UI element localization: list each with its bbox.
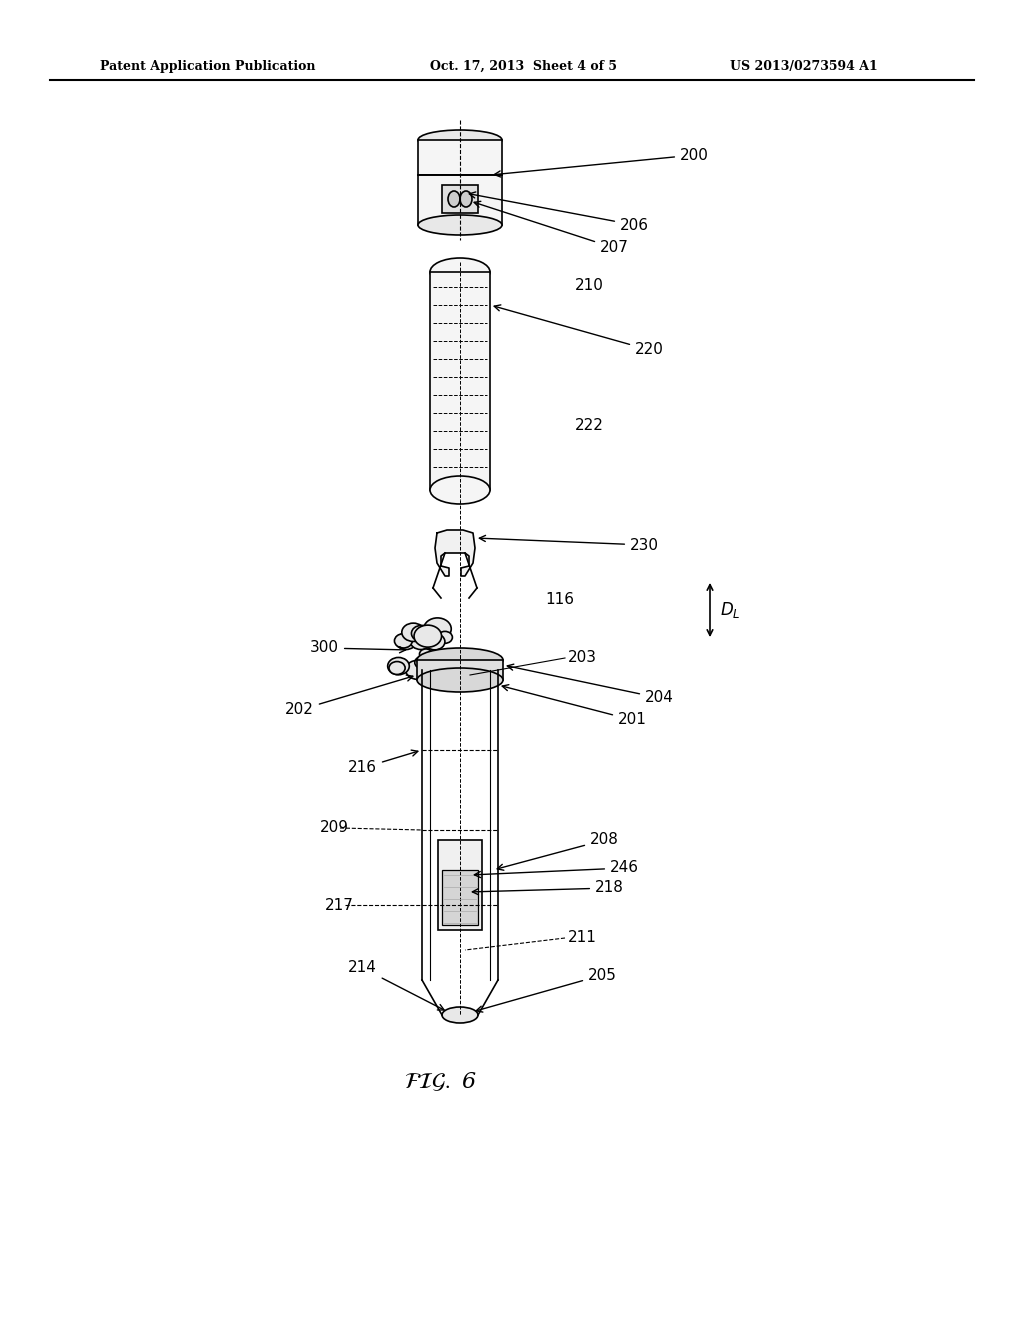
- Ellipse shape: [442, 1007, 478, 1023]
- Text: Oct. 17, 2013  Sheet 4 of 5: Oct. 17, 2013 Sheet 4 of 5: [430, 59, 617, 73]
- Ellipse shape: [430, 477, 490, 504]
- Text: 206: 206: [469, 191, 649, 232]
- Text: 204: 204: [507, 664, 674, 705]
- Text: 207: 207: [474, 202, 629, 256]
- Text: 211: 211: [568, 931, 597, 945]
- Text: 202: 202: [285, 675, 413, 718]
- Text: 230: 230: [479, 536, 659, 553]
- Ellipse shape: [388, 657, 410, 675]
- Ellipse shape: [422, 660, 498, 680]
- Ellipse shape: [424, 630, 438, 640]
- Ellipse shape: [412, 626, 431, 642]
- Ellipse shape: [428, 659, 455, 680]
- Text: 200: 200: [495, 148, 709, 177]
- Text: 201: 201: [502, 685, 647, 727]
- Ellipse shape: [418, 129, 502, 150]
- Text: $D_L$: $D_L$: [720, 601, 740, 620]
- Ellipse shape: [417, 668, 503, 692]
- Text: 246: 246: [474, 861, 639, 878]
- Ellipse shape: [437, 631, 453, 643]
- Text: 203: 203: [568, 651, 597, 665]
- Text: 214: 214: [348, 961, 444, 1010]
- Text: 116: 116: [545, 593, 574, 607]
- Ellipse shape: [414, 626, 441, 647]
- Ellipse shape: [418, 215, 502, 235]
- Ellipse shape: [430, 257, 490, 286]
- Ellipse shape: [425, 630, 438, 640]
- Ellipse shape: [417, 648, 503, 672]
- Ellipse shape: [460, 191, 472, 207]
- Text: 222: 222: [575, 417, 604, 433]
- Text: 218: 218: [472, 880, 624, 895]
- Text: 216: 216: [348, 750, 418, 776]
- Polygon shape: [435, 531, 475, 576]
- Bar: [430, 272, 490, 490]
- Ellipse shape: [439, 660, 465, 681]
- Text: 209: 209: [319, 821, 349, 836]
- Text: US 2013/0273594 A1: US 2013/0273594 A1: [730, 59, 878, 73]
- Bar: [417, 660, 503, 680]
- Ellipse shape: [396, 634, 416, 649]
- Bar: [442, 185, 478, 213]
- Bar: [418, 176, 502, 224]
- Bar: [418, 140, 502, 176]
- Ellipse shape: [410, 632, 432, 649]
- Ellipse shape: [401, 623, 425, 642]
- Bar: [442, 870, 478, 925]
- Text: $\mathcal{FIG.}$ 6: $\mathcal{FIG.}$ 6: [403, 1071, 476, 1093]
- Ellipse shape: [449, 191, 460, 207]
- Bar: [438, 840, 482, 931]
- Ellipse shape: [389, 661, 406, 675]
- Text: 210: 210: [575, 277, 604, 293]
- Text: 205: 205: [476, 968, 616, 1012]
- Ellipse shape: [420, 649, 432, 659]
- Ellipse shape: [425, 634, 444, 649]
- Text: 217: 217: [325, 898, 354, 912]
- Ellipse shape: [394, 634, 413, 648]
- Text: Patent Application Publication: Patent Application Publication: [100, 59, 315, 73]
- Text: 208: 208: [498, 833, 618, 870]
- Text: 220: 220: [495, 305, 664, 358]
- Ellipse shape: [424, 618, 452, 640]
- Ellipse shape: [406, 660, 429, 680]
- Ellipse shape: [415, 656, 430, 669]
- Text: 300: 300: [310, 640, 406, 656]
